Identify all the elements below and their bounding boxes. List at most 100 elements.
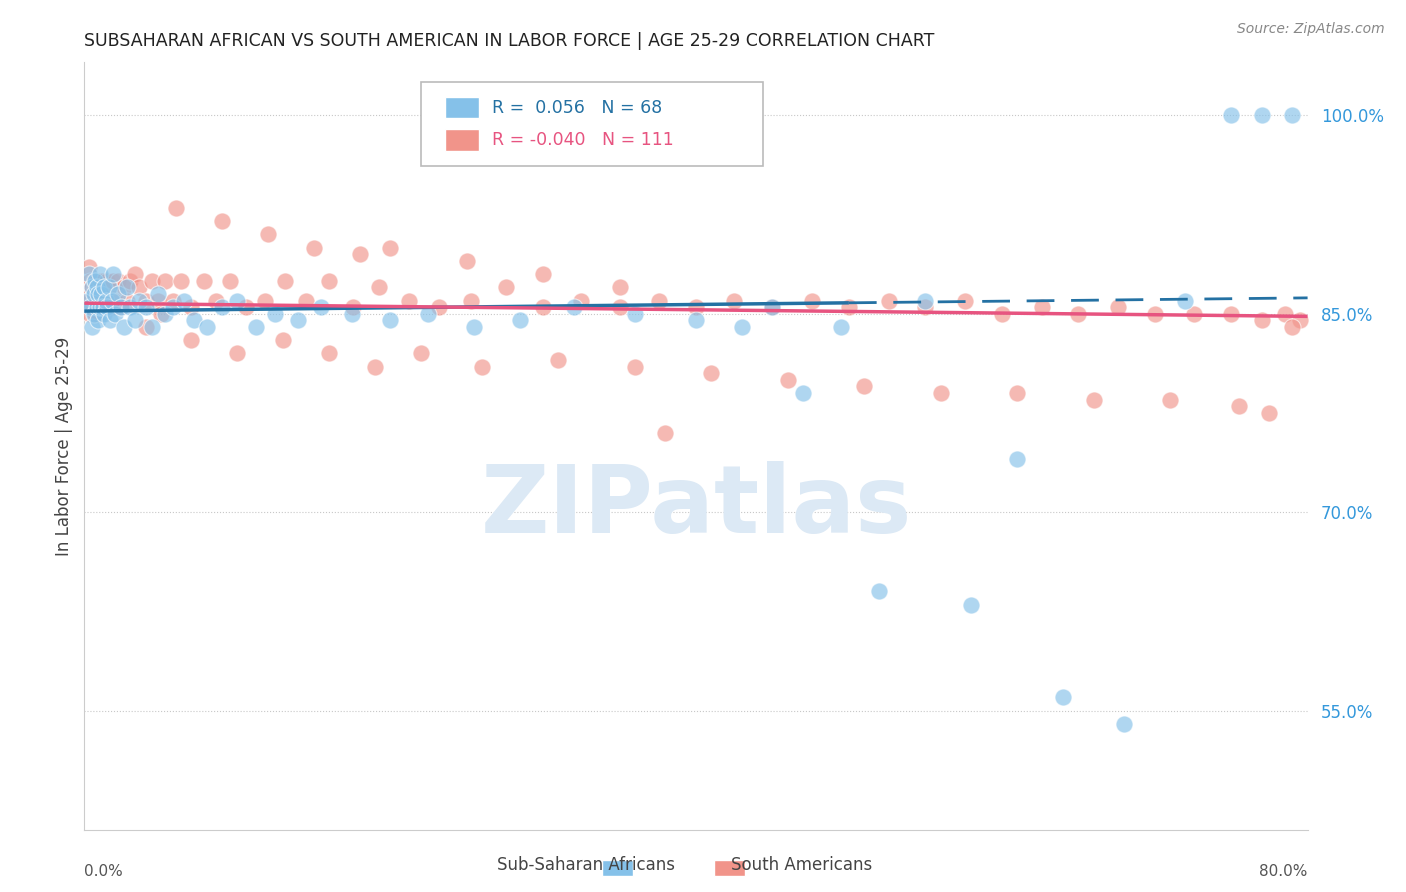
Point xyxy=(180,333,202,347)
Point xyxy=(91,300,114,314)
Point xyxy=(90,286,112,301)
Point xyxy=(418,307,440,321)
Point xyxy=(427,300,450,314)
Point xyxy=(624,307,647,321)
Point xyxy=(776,373,799,387)
Point xyxy=(1184,307,1206,321)
Point xyxy=(654,425,676,440)
Point xyxy=(104,293,127,308)
Point xyxy=(877,293,900,308)
Point xyxy=(509,313,531,327)
Bar xyxy=(446,97,479,119)
Point xyxy=(124,313,146,327)
Point xyxy=(295,293,318,308)
Point xyxy=(456,253,478,268)
Point xyxy=(953,293,976,308)
Point xyxy=(79,300,101,314)
Point xyxy=(609,300,631,314)
Point xyxy=(685,300,707,314)
Point xyxy=(914,293,936,308)
Point xyxy=(80,300,103,314)
Point xyxy=(264,307,287,321)
Text: SUBSAHARAN AFRICAN VS SOUTH AMERICAN IN LABOR FORCE | AGE 25-29 CORRELATION CHAR: SUBSAHARAN AFRICAN VS SOUTH AMERICAN IN … xyxy=(84,32,935,50)
Point xyxy=(226,293,249,308)
Point xyxy=(86,293,108,308)
Point xyxy=(97,280,120,294)
Point xyxy=(97,300,120,314)
Point xyxy=(1174,293,1197,308)
Point xyxy=(115,280,138,294)
Point xyxy=(761,300,783,314)
Point xyxy=(80,320,103,334)
Point xyxy=(1281,108,1303,122)
Point xyxy=(93,307,115,321)
Point xyxy=(83,293,105,308)
Point xyxy=(84,307,107,321)
Point xyxy=(87,307,110,321)
Point xyxy=(195,320,218,334)
Point xyxy=(547,353,569,368)
Point xyxy=(103,274,125,288)
Point xyxy=(380,241,402,255)
Point xyxy=(112,320,135,334)
Point xyxy=(89,267,111,281)
Point xyxy=(93,280,115,294)
Point xyxy=(1281,320,1303,334)
Point xyxy=(180,300,202,314)
Point xyxy=(1250,313,1272,327)
Point xyxy=(94,293,117,308)
Point xyxy=(1114,716,1136,731)
Point xyxy=(90,280,112,294)
Point xyxy=(193,274,215,288)
Point xyxy=(226,346,249,360)
Point xyxy=(1289,313,1312,327)
Point xyxy=(460,293,482,308)
Text: 0.0%: 0.0% xyxy=(84,864,124,880)
Point xyxy=(409,346,432,360)
Point xyxy=(128,293,150,308)
Point xyxy=(340,307,363,321)
Point xyxy=(93,280,115,294)
Point xyxy=(273,274,295,288)
Point xyxy=(120,274,142,288)
Point xyxy=(135,300,157,314)
Point xyxy=(104,307,127,321)
Point xyxy=(155,274,177,288)
Point xyxy=(146,286,169,301)
Point xyxy=(245,320,267,334)
Point xyxy=(700,366,723,380)
Point xyxy=(83,274,105,288)
Point xyxy=(731,320,754,334)
Point xyxy=(79,307,101,321)
Point xyxy=(342,300,364,314)
Point xyxy=(103,267,125,281)
Point xyxy=(914,300,936,314)
Point xyxy=(165,201,187,215)
Point xyxy=(87,280,110,294)
Point xyxy=(1220,307,1243,321)
Point xyxy=(89,293,111,308)
Point xyxy=(120,300,142,314)
Point xyxy=(495,280,517,294)
Point xyxy=(94,293,117,308)
Point xyxy=(87,313,110,327)
Point xyxy=(162,293,184,308)
Point xyxy=(205,293,228,308)
Point xyxy=(80,280,103,294)
Point xyxy=(115,293,138,308)
Point xyxy=(311,300,333,314)
Point xyxy=(75,280,97,294)
Point xyxy=(84,274,107,288)
Point xyxy=(91,300,114,314)
Point xyxy=(349,247,371,261)
Point xyxy=(1005,386,1028,401)
Point xyxy=(253,293,276,308)
Text: ZIPatlas: ZIPatlas xyxy=(481,461,911,553)
Point xyxy=(257,227,280,242)
Point xyxy=(960,598,983,612)
Point xyxy=(1250,108,1272,122)
Point xyxy=(162,300,184,314)
Text: Sub-Saharan Africans: Sub-Saharan Africans xyxy=(496,856,675,874)
Point xyxy=(128,280,150,294)
Text: South Americans: South Americans xyxy=(731,856,872,874)
